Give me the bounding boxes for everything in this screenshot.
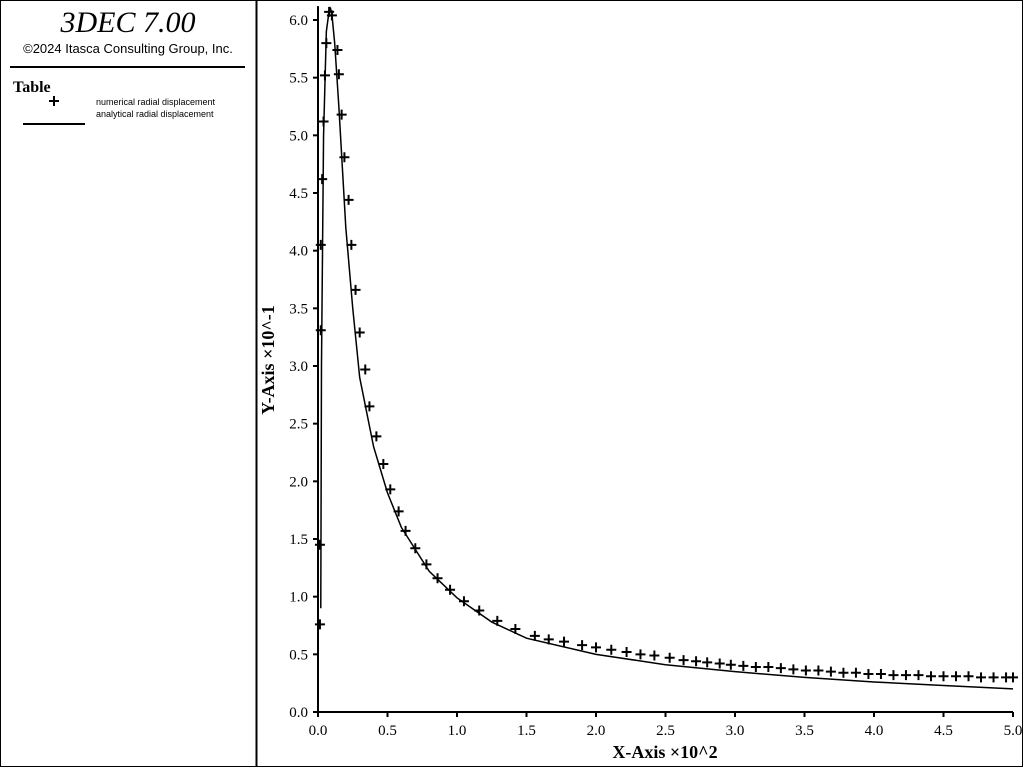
y-tick-label: 2.0	[289, 474, 308, 490]
y-tick-label: 0.5	[289, 647, 308, 663]
data-point	[738, 660, 749, 671]
y-tick-label: 1.0	[289, 590, 308, 606]
data-point	[963, 671, 974, 682]
y-tick-label: 3.5	[289, 301, 308, 317]
data-point	[559, 636, 570, 647]
data-point	[445, 584, 456, 595]
data-point	[1008, 672, 1018, 683]
x-tick-label: 3.5	[795, 723, 814, 739]
data-point	[314, 539, 325, 550]
x-tick-label: 2.0	[587, 723, 606, 739]
data-point	[591, 642, 601, 653]
data-point	[838, 667, 849, 678]
legend-title: Table	[13, 79, 51, 96]
data-point	[314, 619, 325, 630]
data-point	[458, 596, 469, 607]
y-tick-label: 4.0	[289, 244, 308, 260]
y-tick-label: 5.0	[289, 128, 308, 144]
data-point	[913, 670, 924, 681]
data-point	[763, 662, 774, 673]
data-point	[577, 640, 588, 651]
data-point	[775, 663, 786, 674]
y-axis-label: Y-Axis ×10^-1	[258, 305, 278, 415]
legend-label: analytical radial displacement	[96, 109, 214, 119]
y-tick-label: 6.0	[289, 13, 308, 29]
data-point	[938, 671, 949, 682]
data-point	[317, 174, 328, 185]
x-tick-label: 3.0	[726, 723, 745, 739]
data-point	[691, 656, 702, 667]
data-point	[649, 650, 660, 661]
data-point	[825, 666, 836, 677]
data-point	[315, 239, 326, 250]
data-point	[333, 69, 344, 80]
x-tick-label: 4.5	[934, 723, 953, 739]
data-point	[529, 630, 540, 641]
data-point	[371, 431, 382, 442]
legend-label: numerical radial displacement	[96, 97, 216, 107]
data-point	[343, 194, 354, 205]
y-tick-label: 5.5	[289, 71, 308, 87]
data-point	[976, 672, 987, 683]
data-point	[621, 647, 632, 658]
data-point	[988, 672, 999, 683]
data-point	[350, 284, 361, 295]
data-point	[336, 109, 347, 120]
x-tick-label: 1.5	[517, 723, 536, 739]
data-point	[813, 665, 824, 676]
data-point	[714, 658, 725, 669]
data-point	[360, 364, 371, 375]
copyright: ©2024 Itasca Consulting Group, Inc.	[23, 41, 233, 56]
x-tick-label: 1.0	[448, 723, 467, 739]
data-point	[788, 664, 799, 675]
data-point	[354, 327, 365, 338]
data-point	[875, 668, 886, 679]
data-point	[800, 665, 811, 676]
data-point	[378, 459, 389, 470]
x-tick-label: 0.5	[378, 723, 397, 739]
data-point	[888, 670, 899, 681]
data-point	[900, 670, 911, 681]
data-line	[320, 6, 1014, 690]
x-tick-label: 5.0	[1004, 723, 1023, 739]
data-point	[702, 657, 713, 668]
data-point	[315, 325, 326, 336]
data-point	[332, 44, 343, 55]
app-title: 3DEC 7.00	[60, 6, 196, 39]
x-tick-label: 0.0	[309, 723, 328, 739]
y-tick-label: 4.5	[289, 186, 308, 202]
legend: numerical radial displacement analytical …	[23, 96, 216, 125]
legend-marker	[49, 96, 59, 106]
data-point	[925, 671, 936, 682]
data-point	[635, 649, 646, 660]
data-point	[951, 671, 962, 682]
data-point	[725, 659, 736, 670]
data-point	[750, 662, 761, 673]
data-point	[432, 573, 443, 584]
y-tick-label: 1.5	[289, 532, 308, 548]
y-tick-label: 3.0	[289, 359, 308, 375]
plot: 0.0 0.5 1.0 1.5 2.0 2.5 3.0 3.5 4.0 4.5 5.0 5.5 6.0 0…	[258, 6, 1022, 762]
y-tick-label: 0.0	[289, 705, 308, 721]
data-point	[863, 668, 874, 679]
data-point	[606, 644, 617, 655]
x-axis-label: X-Axis ×10^2	[612, 742, 717, 762]
data-point	[678, 655, 689, 666]
x-tick-label: 4.0	[865, 723, 884, 739]
x-tick-label: 2.5	[656, 723, 675, 739]
data-point	[664, 652, 675, 663]
data-point	[850, 667, 861, 678]
y-tick-label: 2.5	[289, 417, 308, 433]
